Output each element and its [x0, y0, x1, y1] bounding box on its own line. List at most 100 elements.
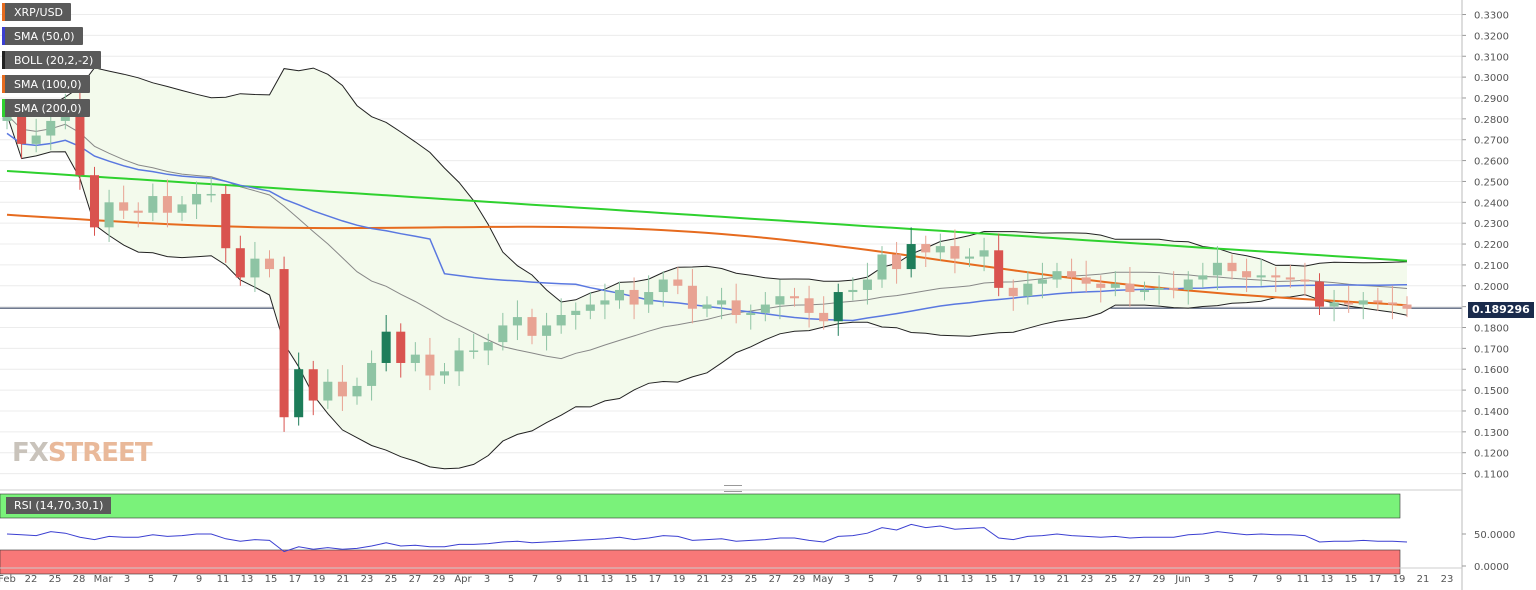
price-tick-label: 0.1200 [1474, 449, 1509, 460]
legend-sma100-swatch [2, 75, 5, 93]
candle [600, 283, 610, 320]
time-tick-label: 29 [433, 574, 446, 585]
candle-body [1227, 262, 1237, 272]
time-tick-label: 7 [532, 574, 538, 585]
candle-body [746, 312, 756, 315]
legend-sma50[interactable]: SMA (50,0) [2, 27, 83, 45]
candle [1314, 273, 1325, 315]
candle-body [396, 331, 406, 363]
time-tick-label: 13 [961, 574, 974, 585]
candle-body [294, 369, 304, 418]
price-tick-label: 0.2300 [1474, 219, 1509, 230]
bollinger-upper-line [6, 67, 1408, 303]
candle [1125, 266, 1135, 307]
time-tick-label: 25 [385, 574, 398, 585]
candle [1067, 258, 1077, 293]
candle [542, 312, 552, 351]
candle [629, 277, 639, 320]
time-tick-label: 9 [1276, 574, 1282, 585]
candle-body [1139, 289, 1150, 293]
legend-symbol[interactable]: XRP/USD [2, 3, 72, 21]
candle [1139, 281, 1150, 301]
candle-body [950, 246, 960, 259]
candle-body [1023, 283, 1033, 297]
candle-body [702, 304, 712, 309]
candle-body [1110, 283, 1120, 288]
time-tick-label: 11 [1297, 574, 1310, 585]
candle-body [177, 204, 187, 213]
time-tick-label: 3 [844, 574, 850, 585]
candle-body [75, 106, 85, 176]
candle [46, 112, 56, 151]
candle [352, 377, 362, 405]
candle-body [833, 292, 843, 322]
legend-sma100-label: SMA (100,0) [14, 77, 82, 91]
candle-body [1256, 275, 1266, 278]
legend-sma200-swatch [2, 99, 5, 117]
candle [1081, 260, 1091, 293]
time-tick-label: 3 [484, 574, 490, 585]
legend-boll[interactable]: BOLL (20,2,-2) [2, 51, 102, 69]
rsi-panel: 50.0000 0.0000 [0, 489, 1515, 575]
candle [833, 283, 843, 336]
time-tick-label: 5 [508, 574, 514, 585]
candle-body [1212, 262, 1222, 276]
time-tick-label: Apr [454, 574, 472, 585]
candle-body [1373, 300, 1383, 303]
candle [892, 241, 902, 284]
candle-body [1358, 300, 1368, 305]
candle [1329, 289, 1339, 322]
time-tick-label: Mar [94, 574, 114, 585]
candle [89, 166, 100, 236]
candle [206, 177, 216, 203]
price-tick-label: 0.1700 [1474, 344, 1509, 355]
time-tick-label: 13 [241, 574, 254, 585]
candle-body [687, 285, 697, 309]
time-tick-label: 17 [649, 574, 662, 585]
rsi-legend-label[interactable]: RSI (14,70,30,1) [6, 497, 112, 514]
candle-body [1285, 277, 1295, 280]
candle [571, 302, 581, 330]
price-tick-label: 0.1600 [1474, 365, 1509, 376]
candle [1256, 258, 1266, 286]
time-tick-label: 17 [1009, 574, 1022, 585]
panel-splitter-handle[interactable] [724, 485, 742, 492]
candlesticks [2, 89, 1412, 432]
candle [717, 287, 727, 320]
time-tick-label: 15 [1345, 574, 1358, 585]
candle-body [644, 292, 654, 305]
candle [994, 233, 1004, 297]
candle [644, 275, 654, 313]
candle-body [658, 279, 668, 293]
legend-symbol-label: XRP/USD [14, 5, 64, 19]
time-tick-label: 17 [289, 574, 302, 585]
candle [687, 269, 697, 324]
candle [1008, 279, 1018, 311]
candle-body [979, 250, 989, 257]
candle-body [1387, 302, 1397, 305]
candle-body [148, 196, 158, 213]
rsi-tick-label: 0.0000 [1474, 562, 1509, 573]
candle [1212, 246, 1222, 290]
candle-body [892, 254, 902, 270]
candle-body [1169, 287, 1179, 290]
legend-sma200[interactable]: SMA (200,0) [2, 99, 90, 117]
candle-body [17, 114, 27, 144]
time-tick-label: 5 [868, 574, 874, 585]
candle-body [250, 258, 260, 278]
candle-body [410, 354, 420, 363]
candle-body [337, 381, 347, 397]
price-tick-label: 0.2100 [1474, 261, 1509, 272]
time-tick-label: 21 [697, 574, 710, 585]
candle [935, 233, 945, 261]
candle [1387, 285, 1397, 320]
candle [731, 283, 741, 324]
candle [1110, 271, 1120, 297]
time-tick-label: 15 [625, 574, 638, 585]
rsi-line [6, 523, 1408, 553]
candle [1271, 266, 1281, 293]
candle [1154, 275, 1164, 305]
time-tick-label: 5 [148, 574, 154, 585]
legend-sma100[interactable]: SMA (100,0) [2, 75, 90, 93]
